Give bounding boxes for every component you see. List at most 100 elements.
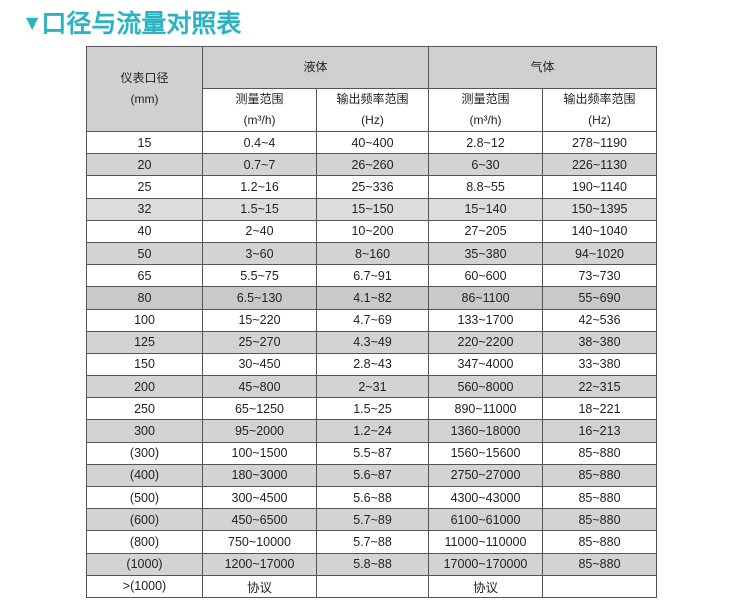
table-cell: 协议 <box>428 574 543 598</box>
table-cell: 27~205 <box>428 219 543 243</box>
table-cell: 180~3000 <box>202 463 317 488</box>
table-row: (600) 450~6500 5.7~89 6100~61000 85~880 <box>86 508 657 532</box>
table-cell: 25~270 <box>202 330 317 354</box>
table-cell: 8~160 <box>316 241 429 266</box>
table-cell: 6~30 <box>428 153 543 177</box>
table-cell: 86~1100 <box>428 286 543 310</box>
table-cell: 278~1190 <box>542 130 657 155</box>
table-cell: 300~4500 <box>202 485 317 510</box>
table-cell: >(1000) <box>86 574 203 598</box>
table-cell: 1560~15600 <box>428 441 543 465</box>
triangle-down-icon: ▼ <box>26 12 39 32</box>
table-cell: (400) <box>86 463 203 488</box>
subheader-label: 测量范围 <box>461 92 510 106</box>
table-cell: 20 <box>86 153 203 177</box>
subheader-label: 输出频率范围 <box>336 92 409 106</box>
table-row: (400) 180~3000 5.6~87 2750~27000 85~880 <box>86 463 657 488</box>
subheader-frequency: 输出频率范围 (Hz) <box>542 88 657 132</box>
table-cell: 33~380 <box>542 352 657 377</box>
header-liquid: 液体 <box>202 46 429 89</box>
table-cell: 17000~170000 <box>428 552 543 576</box>
table-cell: 150 <box>86 352 203 377</box>
table-cell: (300) <box>86 441 203 465</box>
table-row: (1000) 1200~17000 5.8~88 17000~170000 85~880 <box>86 552 657 576</box>
table-row: 100 15~220 4.7~69 133~1700 42~536 <box>86 308 657 332</box>
table-cell: 65 <box>86 264 203 288</box>
table-cell: 2.8~12 <box>428 130 543 155</box>
table-cell: 1200~17000 <box>202 552 317 576</box>
table-cell: 60~600 <box>428 264 543 288</box>
table-cell: 220~2200 <box>428 330 543 354</box>
table-cell: 40~400 <box>316 130 429 155</box>
table-cell: 18~221 <box>542 397 657 421</box>
table-cell: 150~1395 <box>542 197 657 221</box>
table-cell: 100 <box>86 308 203 332</box>
table-cell: 190~1140 <box>542 175 657 199</box>
table-cell: 45~800 <box>202 375 317 399</box>
table-cell: 0.4~4 <box>202 130 317 155</box>
table-row: 150 30~450 2.8~43 347~4000 33~380 <box>86 352 657 377</box>
table-row: 80 6.5~130 4.1~82 86~1100 55~690 <box>86 286 657 310</box>
table-cell: 38~380 <box>542 330 657 354</box>
table-cell: 6100~61000 <box>428 508 543 532</box>
table-cell: 85~880 <box>542 485 657 510</box>
subheader-label: 测量范围 <box>235 92 284 106</box>
table-cell: 22~315 <box>542 375 657 399</box>
table-cell: 5.7~88 <box>316 530 429 554</box>
table-cell: 85~880 <box>542 441 657 465</box>
table-cell: 560~8000 <box>428 375 543 399</box>
table-cell: 85~880 <box>542 530 657 554</box>
table-cell: 6.5~130 <box>202 286 317 310</box>
subheader-range: 测量范围 (m³/h) <box>202 88 317 132</box>
table-cell: 133~1700 <box>428 308 543 332</box>
table-cell: 2750~27000 <box>428 463 543 488</box>
table-cell: (1000) <box>86 552 203 576</box>
table-cell: 65~1250 <box>202 397 317 421</box>
unit-label: (m³/h) <box>243 113 276 127</box>
table-cell: 25 <box>86 175 203 199</box>
table-row: (800) 750~10000 5.7~88 11000~110000 85~880 <box>86 530 657 554</box>
table-cell: 4.1~82 <box>316 286 429 310</box>
subheader-range: 测量范围 (m³/h) <box>428 88 543 132</box>
table-cell: 5.6~87 <box>316 463 429 488</box>
table-cell <box>542 574 657 598</box>
table-cell: 协议 <box>202 574 317 598</box>
table-cell: 15 <box>86 130 203 155</box>
table-cell: 26~260 <box>316 153 429 177</box>
table-row: 40 2~40 10~200 27~205 140~1040 <box>86 219 657 243</box>
table-cell: 80 <box>86 286 203 310</box>
table-row: 50 3~60 8~160 35~380 94~1020 <box>86 241 657 266</box>
table-cell: 5.8~88 <box>316 552 429 576</box>
table-row: 15 0.4~4 40~400 2.8~12 278~1190 <box>86 130 657 155</box>
table-cell: 8.8~55 <box>428 175 543 199</box>
table-cell: 10~200 <box>316 219 429 243</box>
table-cell: 2~40 <box>202 219 317 243</box>
table-row: 125 25~270 4.3~49 220~2200 38~380 <box>86 330 657 354</box>
table-row: >(1000) 协议 协议 <box>86 574 657 598</box>
table-row: (300) 100~1500 5.5~87 1560~15600 85~880 <box>86 441 657 465</box>
unit-label: (Hz) <box>588 113 611 127</box>
table-cell: 750~10000 <box>202 530 317 554</box>
table-cell: 85~880 <box>542 463 657 488</box>
table-cell: 35~380 <box>428 241 543 266</box>
subheader-frequency: 输出频率范围 (Hz) <box>316 88 429 132</box>
table-cell: 1.2~16 <box>202 175 317 199</box>
table-cell: 347~4000 <box>428 352 543 377</box>
table-cell: 0.7~7 <box>202 153 317 177</box>
table-cell: 1.5~15 <box>202 197 317 221</box>
table-row: 25 1.2~16 25~336 8.8~55 190~1140 <box>86 175 657 199</box>
table-row: 20 0.7~7 26~260 6~30 226~1130 <box>86 153 657 177</box>
table-cell: 32 <box>86 197 203 221</box>
table-cell: 2.8~43 <box>316 352 429 377</box>
table-cell: 300 <box>86 419 203 443</box>
table-cell: 15~140 <box>428 197 543 221</box>
table-cell: 42~536 <box>542 308 657 332</box>
table-cell: 250 <box>86 397 203 421</box>
page-title: ▼ 口径与流量对照表 <box>26 4 241 40</box>
table-row: 200 45~800 2~31 560~8000 22~315 <box>86 375 657 399</box>
table-cell: 6.7~91 <box>316 264 429 288</box>
table-cell: (800) <box>86 530 203 554</box>
table-cell: 5.5~75 <box>202 264 317 288</box>
table-cell: 95~2000 <box>202 419 317 443</box>
table-cell: 15~220 <box>202 308 317 332</box>
